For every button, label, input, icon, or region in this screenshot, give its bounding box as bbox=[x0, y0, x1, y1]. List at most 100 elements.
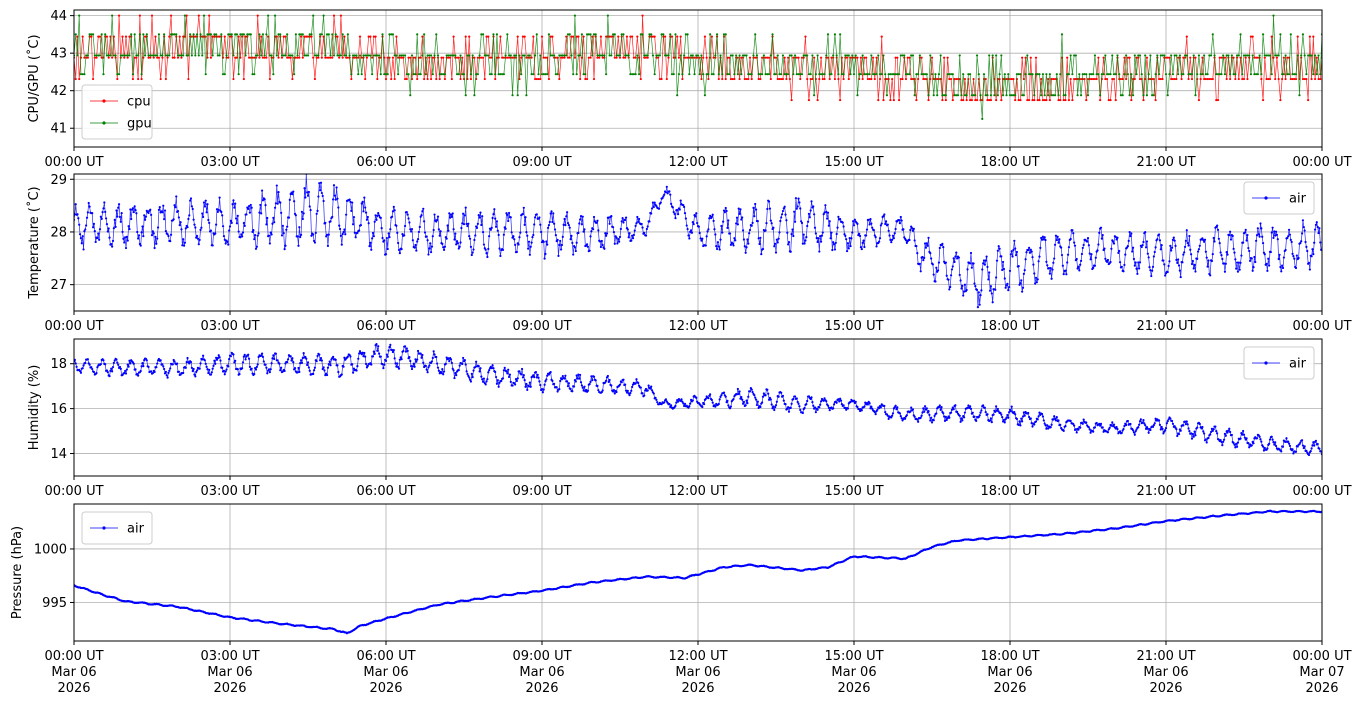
data-point bbox=[422, 207, 425, 210]
data-point bbox=[1296, 54, 1299, 57]
data-point bbox=[341, 56, 344, 59]
data-point bbox=[897, 98, 901, 102]
data-point bbox=[755, 403, 759, 407]
data-point bbox=[566, 33, 570, 36]
data-point bbox=[799, 408, 802, 412]
data-point bbox=[1074, 428, 1077, 431]
data-point bbox=[1037, 260, 1040, 263]
data-point bbox=[1176, 261, 1179, 265]
data-point bbox=[940, 405, 943, 409]
data-point bbox=[1073, 54, 1076, 57]
data-point bbox=[1174, 244, 1177, 247]
data-point bbox=[1033, 423, 1036, 426]
data-point bbox=[566, 211, 569, 214]
data-point bbox=[748, 56, 752, 59]
data-point bbox=[575, 73, 578, 76]
data-point bbox=[544, 379, 547, 383]
data-point bbox=[387, 232, 390, 235]
data-point bbox=[746, 238, 749, 241]
data-point bbox=[860, 409, 863, 412]
data-point bbox=[1081, 422, 1084, 425]
data-point bbox=[793, 54, 797, 57]
data-point bbox=[839, 98, 842, 102]
data-point bbox=[123, 371, 126, 375]
data-point bbox=[364, 206, 367, 209]
data-point bbox=[1027, 411, 1030, 415]
data-point bbox=[529, 245, 532, 248]
data-point bbox=[1183, 251, 1186, 254]
data-point bbox=[1287, 440, 1290, 443]
data-point bbox=[532, 374, 535, 377]
data-point bbox=[650, 385, 653, 388]
data-point bbox=[501, 56, 504, 59]
data-point bbox=[1232, 56, 1235, 59]
data-point bbox=[490, 226, 493, 229]
data-point bbox=[277, 33, 280, 36]
data-point bbox=[390, 348, 394, 352]
data-point bbox=[805, 403, 808, 406]
data-point bbox=[189, 360, 193, 364]
data-point bbox=[1181, 261, 1184, 264]
data-point bbox=[892, 73, 895, 76]
data-point bbox=[385, 236, 388, 240]
data-point bbox=[1194, 434, 1197, 437]
data-point bbox=[1105, 77, 1109, 81]
data-point bbox=[320, 56, 323, 59]
data-point bbox=[474, 365, 477, 369]
data-point bbox=[495, 382, 499, 385]
data-point bbox=[303, 35, 306, 38]
data-point bbox=[1193, 263, 1196, 266]
data-point bbox=[150, 370, 153, 373]
data-point bbox=[235, 222, 239, 225]
data-point bbox=[1165, 422, 1168, 425]
data-point bbox=[1307, 98, 1310, 102]
data-point bbox=[915, 73, 918, 76]
data-point bbox=[485, 380, 488, 383]
data-point bbox=[896, 73, 899, 76]
data-point bbox=[1316, 442, 1319, 446]
data-point bbox=[1258, 54, 1261, 57]
data-point bbox=[1192, 54, 1195, 57]
data-point bbox=[813, 56, 816, 59]
data-point bbox=[882, 98, 885, 102]
data-point bbox=[722, 209, 726, 212]
data-point bbox=[1317, 77, 1320, 81]
data-point bbox=[1132, 257, 1136, 261]
data-point bbox=[802, 233, 805, 236]
data-point bbox=[136, 230, 139, 234]
data-point bbox=[736, 387, 739, 391]
data-point bbox=[281, 224, 284, 227]
data-point bbox=[1279, 98, 1282, 102]
data-point bbox=[941, 98, 944, 102]
data-point bbox=[308, 33, 311, 36]
data-point bbox=[1265, 54, 1268, 57]
data-point bbox=[123, 241, 126, 244]
data-point bbox=[1125, 77, 1128, 81]
data-point bbox=[244, 358, 247, 361]
data-point bbox=[596, 384, 599, 387]
data-point bbox=[157, 357, 161, 361]
data-point bbox=[555, 386, 558, 389]
data-point bbox=[1059, 423, 1062, 426]
data-point bbox=[379, 216, 382, 219]
data-point bbox=[156, 56, 159, 59]
data-point bbox=[445, 54, 448, 57]
data-point bbox=[338, 54, 341, 57]
data-point bbox=[1205, 441, 1208, 444]
data-point bbox=[965, 288, 968, 292]
x-tick-label: 15:00 UT bbox=[824, 155, 883, 170]
data-point bbox=[1075, 257, 1078, 261]
data-point bbox=[737, 392, 740, 396]
data-point bbox=[216, 54, 219, 57]
data-point bbox=[693, 73, 696, 76]
data-point bbox=[803, 406, 806, 410]
data-point bbox=[1144, 424, 1147, 427]
data-point bbox=[319, 189, 322, 192]
data-point bbox=[927, 410, 930, 413]
data-point bbox=[814, 232, 817, 235]
data-point bbox=[676, 400, 680, 403]
data-point bbox=[852, 224, 856, 227]
data-point bbox=[1015, 250, 1019, 254]
data-point bbox=[809, 73, 812, 76]
data-point bbox=[550, 210, 553, 213]
